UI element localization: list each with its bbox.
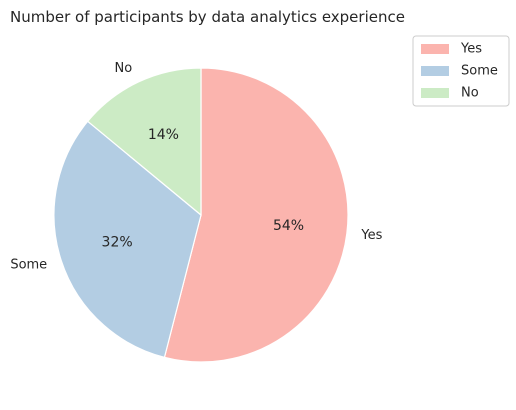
legend-label-some: Some bbox=[461, 64, 498, 79]
pie-slice-yes bbox=[163, 67, 349, 363]
pie-slice-some bbox=[53, 120, 202, 359]
percent-label-some: 32% bbox=[102, 234, 133, 250]
pie-slice-no bbox=[86, 67, 202, 217]
legend: Yes Some No bbox=[412, 35, 510, 107]
percent-label-yes: 54% bbox=[273, 218, 304, 234]
category-labels: Yes Some No bbox=[10, 61, 382, 272]
pie-slices bbox=[53, 67, 349, 363]
chart-title: Number of participants by data analytics… bbox=[10, 8, 405, 26]
category-label-yes: Yes bbox=[360, 228, 382, 243]
legend-swatch-yes bbox=[421, 44, 449, 54]
legend-label-yes: Yes bbox=[460, 42, 482, 57]
legend-label-no: No bbox=[461, 86, 479, 101]
category-label-some: Some bbox=[10, 258, 47, 273]
legend-swatch-some bbox=[421, 66, 449, 76]
category-label-no: No bbox=[115, 61, 133, 76]
percent-labels: 54% 32% 14% bbox=[102, 127, 305, 250]
percent-label-no: 14% bbox=[148, 127, 179, 143]
legend-swatch-no bbox=[421, 88, 449, 98]
